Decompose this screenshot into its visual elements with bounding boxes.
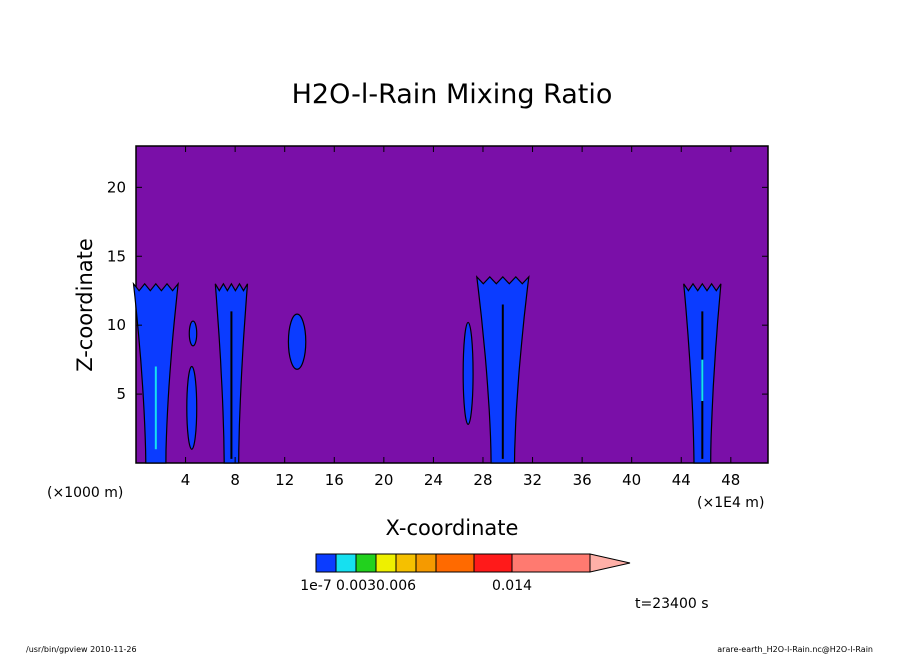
colorbar-segment [473,553,513,573]
x-tick-label: 32 [523,471,542,489]
x-tick-label: 4 [181,471,191,489]
colorbar-label: 0.006 [376,578,416,594]
x-tick-label: 16 [325,471,344,489]
y-axis-label: Z-coordinate [73,238,97,372]
rain-cell [462,321,474,426]
rain-cell [287,313,307,370]
footer-left: /usr/bin/gpview 2010-11-26 [26,645,137,654]
colorbar-segment [511,553,591,573]
colorbar-segment [395,553,417,573]
colorbar-segment [415,553,437,573]
x-unit-right: (×1E4 m) [697,495,764,511]
x-tick-label: 12 [275,471,294,489]
x-tick-label: 28 [473,471,492,489]
rain-cell [186,365,198,450]
x-tick-label: 20 [374,471,393,489]
time-label: t=23400 s [635,596,709,612]
footer-right: arare-earth_H2O-l-Rain.nc@H2O-l-Rain [717,645,873,654]
x-axis-ticks: 4 8 12 16 20 24 28 32 36 40 44 48 [181,146,740,489]
colorbar-label: 1e-7 [300,578,331,594]
x-unit-left: (×1000 m) [47,485,123,501]
x-axis-label: X-coordinate [386,516,519,540]
colorbar-segment [315,553,337,573]
y-tick-label: 10 [107,316,126,334]
y-tick-label: 5 [116,385,126,403]
y-tick-label: 15 [107,247,126,265]
y-tick-label: 20 [107,178,126,196]
x-tick-label: 40 [622,471,641,489]
colorbar-segment [375,553,397,573]
x-tick-label: 24 [424,471,443,489]
colorbar-segment [435,553,475,573]
x-tick-label: 8 [230,471,240,489]
colorbar-segment [335,553,357,573]
rain-cell [188,320,198,347]
colorbar-segment [355,553,377,573]
x-tick-label: 48 [721,471,740,489]
colorbar-label: 0.014 [492,578,532,594]
x-tick-label: 44 [672,471,691,489]
rain-cells [132,275,722,464]
colorbar-label: 0.003 [336,578,376,594]
chart-title: H2O-l-Rain Mixing Ratio [292,79,613,110]
colorbar-arrow [589,553,631,573]
y-axis-ticks: 5 10 15 20 [107,178,768,403]
colorbar: 1e-7 0.003 0.006 0.014 [300,553,631,594]
x-tick-label: 36 [573,471,592,489]
